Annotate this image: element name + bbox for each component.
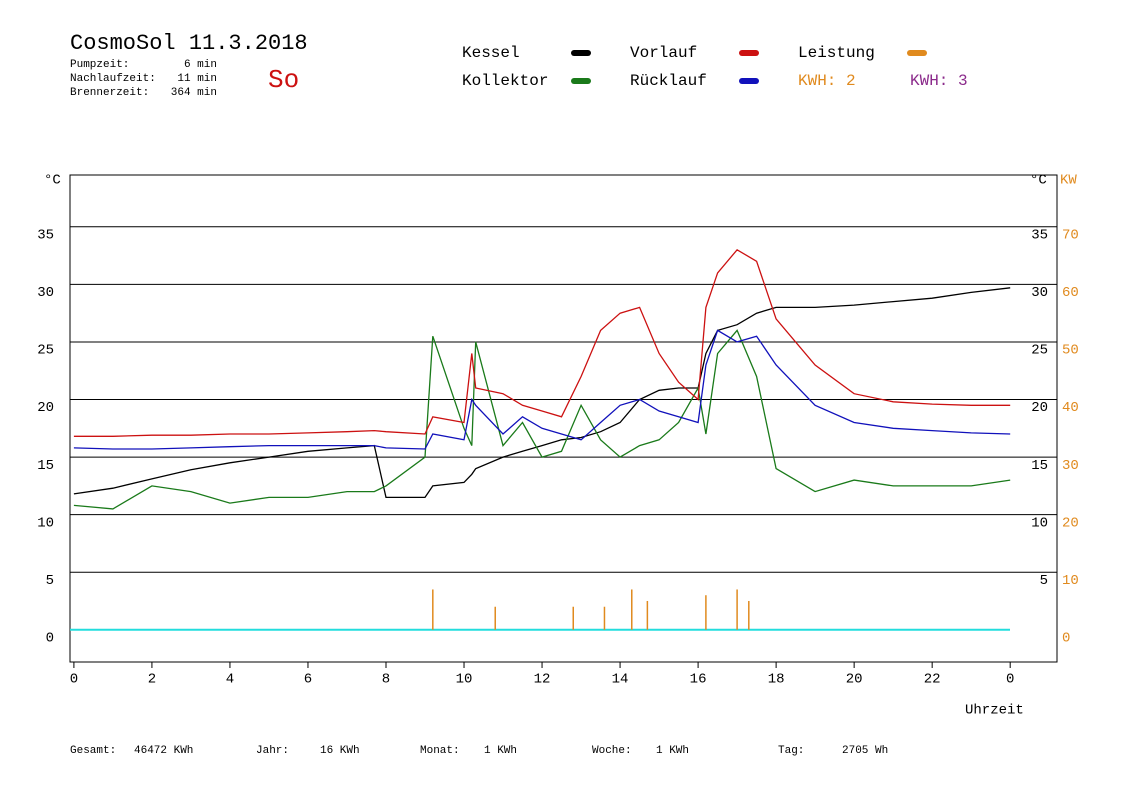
- plot-frame: [69, 174, 1058, 663]
- footer-value: 46472 KWh: [134, 745, 193, 757]
- x-tick-label: 2: [148, 672, 156, 688]
- y2-tick-label: 20: [1062, 515, 1079, 531]
- y-tick-label-right: 35: [1031, 228, 1048, 244]
- legend-label: Kollektor: [462, 72, 548, 90]
- y-tick-label-right: 20: [1031, 400, 1048, 416]
- x-tick-label: 6: [304, 672, 312, 688]
- footer-value: 2705 Wh: [842, 745, 888, 757]
- y-tick-label-right: 30: [1031, 285, 1048, 301]
- y2-tick-label: 60: [1062, 285, 1079, 301]
- info-label: Brennerzeit:: [70, 87, 149, 99]
- footer-label: Monat:: [420, 745, 460, 757]
- footer-label: Woche:: [592, 745, 632, 757]
- y-axis-label: °C: [44, 173, 61, 189]
- x-axis-label: Uhrzeit: [965, 703, 1024, 719]
- footer-label: Tag:: [778, 745, 804, 757]
- y-tick-label: 25: [37, 343, 54, 359]
- footer-label: Gesamt:: [70, 745, 116, 757]
- y-tick-label: 15: [37, 458, 54, 474]
- y2-tick-label: 70: [1062, 228, 1079, 244]
- info-label: Pumpzeit:: [70, 59, 129, 71]
- x-tick-label: 10: [456, 672, 473, 688]
- y-tick-label-right: 10: [1031, 515, 1048, 531]
- series-line: [73, 329, 1011, 450]
- weekday: So: [268, 65, 299, 95]
- chart-title: CosmoSol 11.3.2018: [70, 31, 308, 56]
- y2-tick-label: 50: [1062, 343, 1079, 359]
- x-tick-label: 0: [70, 672, 78, 688]
- x-tick-label: 16: [690, 672, 707, 688]
- info-label: Nachlaufzeit:: [70, 73, 156, 85]
- y-tick-label: 10: [37, 515, 54, 531]
- legend-extra: KWH: 2: [798, 72, 856, 90]
- y-tick-label: 0: [46, 630, 54, 646]
- x-tick-label: 14: [612, 672, 629, 688]
- x-tick-label: 18: [768, 672, 785, 688]
- y-tick-label: 35: [37, 228, 54, 244]
- footer-value: 1 KWh: [484, 745, 517, 757]
- series-line: [73, 287, 1011, 499]
- y2-tick-label: 0: [1062, 630, 1070, 646]
- x-tick-label: 12: [534, 672, 551, 688]
- info-value: 6 min: [184, 59, 217, 71]
- legend-label: Vorlauf: [630, 44, 697, 62]
- x-tick-label: 20: [846, 672, 863, 688]
- info-value: 11 min: [177, 73, 217, 85]
- footer-label: Jahr:: [256, 745, 289, 757]
- y-tick-label: 5: [46, 573, 54, 589]
- x-tick-label: 4: [226, 672, 234, 688]
- legend-label: Leistung: [798, 44, 875, 62]
- legend-label: Kessel: [462, 44, 520, 62]
- series-line: [73, 248, 1011, 437]
- y-tick-label: 30: [37, 285, 54, 301]
- footer-value: 16 KWh: [320, 745, 360, 757]
- series-line: [73, 329, 1011, 510]
- x-tick-label: 8: [382, 672, 390, 688]
- y-tick-label-right: 15: [1031, 458, 1048, 474]
- legend-label: Rücklauf: [630, 72, 707, 90]
- y2-tick-label: 40: [1062, 400, 1079, 416]
- y-tick-label: 20: [37, 400, 54, 416]
- info-value: 364 min: [171, 87, 217, 99]
- y-tick-label-right: 25: [1031, 343, 1048, 359]
- legend-extra: KWH: 3: [910, 72, 968, 90]
- y-tick-label-right: 5: [1040, 573, 1048, 589]
- y2-axis-label: KW: [1060, 173, 1077, 189]
- y2-tick-label: 10: [1062, 573, 1079, 589]
- x-tick-label: 0: [1006, 672, 1014, 688]
- x-tick-label: 22: [924, 672, 941, 688]
- y2-tick-label: 30: [1062, 458, 1079, 474]
- footer-value: 1 KWh: [656, 745, 689, 757]
- y-axis-label-right: °C: [1030, 173, 1047, 189]
